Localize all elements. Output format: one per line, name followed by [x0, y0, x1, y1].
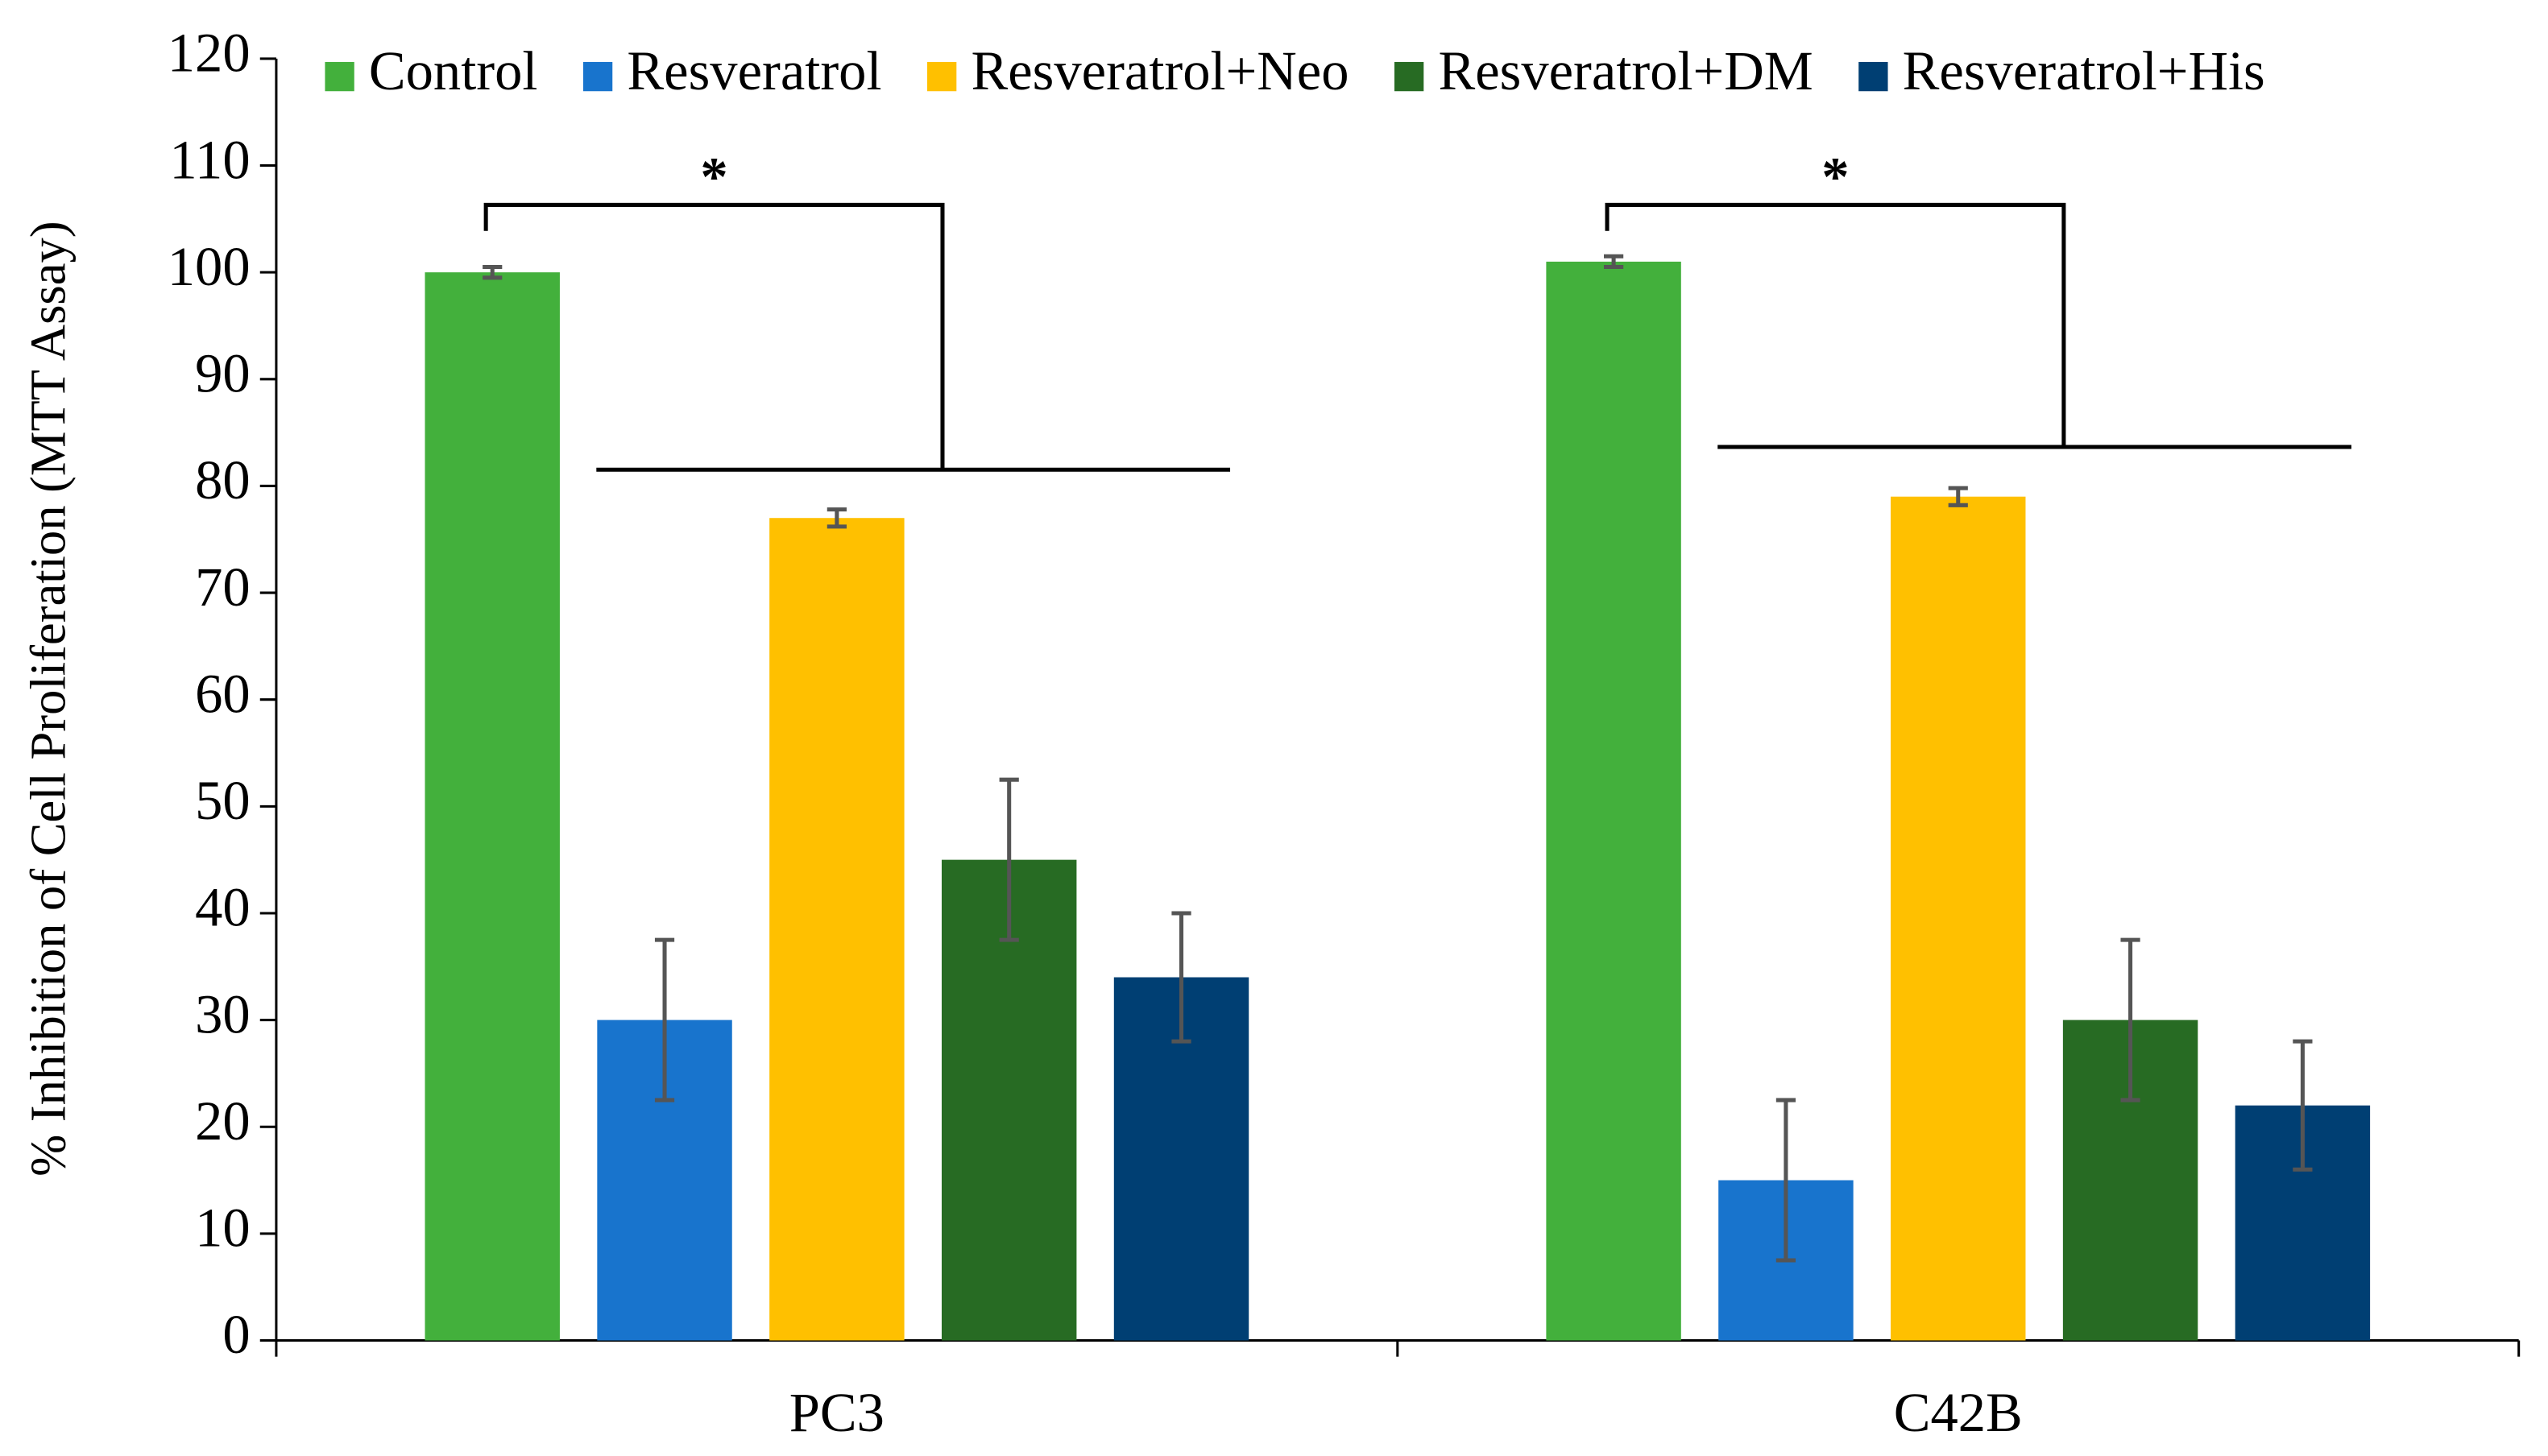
error-bar: [2120, 937, 2140, 1102]
x-tick-label: C42B: [1894, 1382, 2023, 1443]
error-bar: [1948, 486, 1968, 507]
legend-label: Control: [369, 40, 538, 101]
legend-swatch: [1858, 61, 1888, 92]
error-bar: [483, 265, 503, 280]
y-tick-label: 110: [169, 129, 250, 190]
legend-swatch: [927, 61, 957, 92]
bar: [1891, 496, 2026, 1341]
legend-label: Resveratrol+Neo: [971, 40, 1349, 101]
error-bar: [1775, 1098, 1796, 1263]
y-tick-label: 90: [195, 343, 251, 404]
legend-swatch: [325, 61, 354, 92]
significance-label: *: [700, 146, 727, 207]
y-tick-label: 50: [195, 770, 251, 831]
legend-swatch: [1394, 61, 1424, 92]
y-tick-label: 30: [195, 983, 251, 1044]
y-tick-label: 100: [168, 236, 251, 297]
y-tick-label: 40: [195, 877, 251, 938]
y-tick-label: 10: [195, 1197, 251, 1259]
y-axis-label: % Inhibition of Cell Proliferation (MTT …: [20, 221, 77, 1176]
error-bar: [1171, 911, 1191, 1044]
legend-swatch: [582, 61, 613, 92]
error-bar: [1603, 254, 1624, 270]
legend-label: Resveratrol: [627, 40, 881, 101]
bar: [425, 272, 560, 1341]
error-bar: [654, 937, 675, 1102]
legend-label: Resveratrol+DM: [1438, 40, 1813, 101]
significance-label: *: [1821, 146, 1849, 207]
error-bar: [999, 777, 1019, 942]
y-tick-label: 80: [195, 449, 251, 511]
error-bar: [2293, 1039, 2313, 1172]
legend-label: Resveratrol+His: [1903, 40, 2265, 101]
error-bar: [827, 507, 847, 529]
significance-bracket: [1605, 202, 2351, 449]
bar: [769, 518, 905, 1341]
y-tick-label: 70: [195, 556, 251, 618]
bar: [1546, 261, 1681, 1341]
y-tick-label: 60: [195, 663, 251, 724]
y-tick-label: 0: [222, 1304, 250, 1365]
significance-bracket: [483, 202, 1231, 472]
y-tick-label: 120: [168, 23, 251, 84]
y-tick-label: 20: [195, 1090, 251, 1152]
x-tick-label: PC3: [789, 1382, 885, 1443]
